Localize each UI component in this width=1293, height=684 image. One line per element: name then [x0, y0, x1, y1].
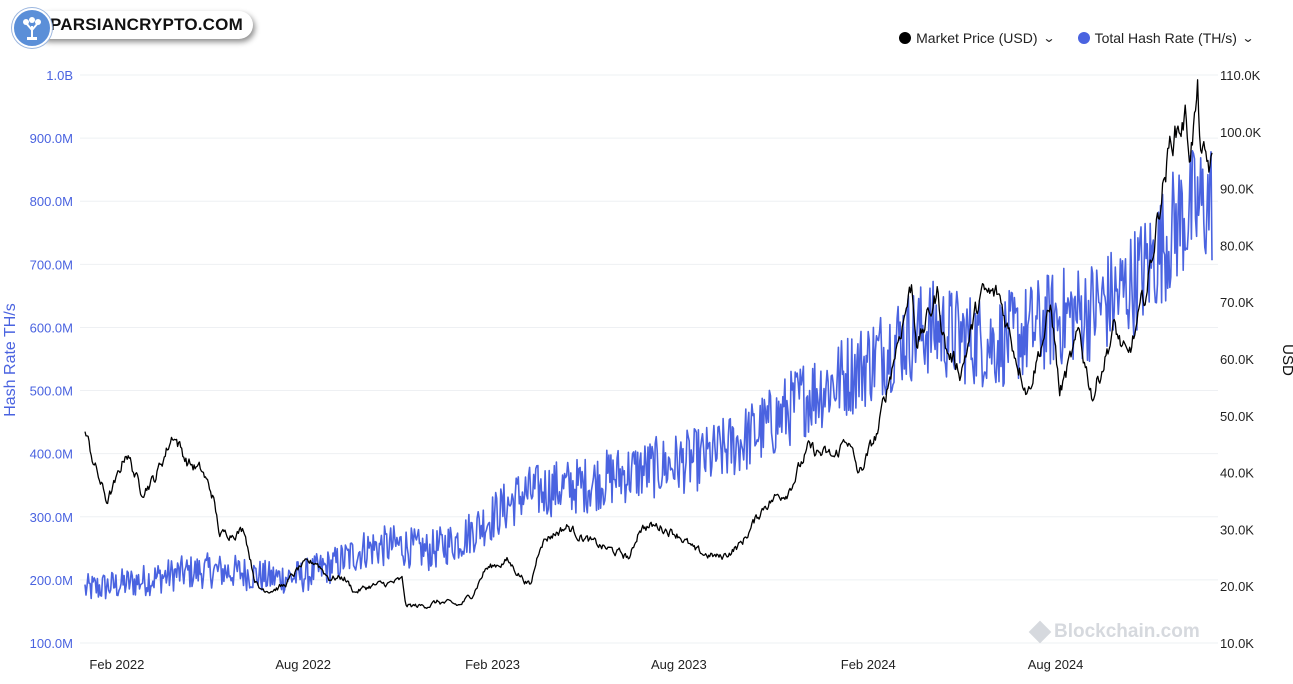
gridlines	[80, 74, 1218, 644]
x-tick-label: Feb 2022	[89, 657, 144, 672]
legend-dot-hash-rate	[1077, 32, 1090, 44]
hash-rate-line	[84, 150, 1213, 600]
hash-rate-series-path	[84, 150, 1213, 600]
right-tick-label: 30.0K	[1220, 522, 1254, 537]
x-tick-label: Aug 2022	[275, 657, 331, 672]
left-tick-label: 600.0M	[30, 320, 73, 335]
site-logo[interactable]: PARSIANCRYPTO.COM	[12, 8, 253, 48]
right-tick-label: 70.0K	[1220, 295, 1254, 310]
legend-label-hash-rate: Total Hash Rate (TH/s)	[1094, 30, 1237, 46]
left-tick-label: 300.0M	[30, 510, 73, 525]
legend-label-market-price: Market Price (USD)	[916, 30, 1038, 46]
left-tick-label: 700.0M	[30, 257, 73, 272]
right-tick-label: 100.0K	[1220, 125, 1262, 140]
left-tick-label: 800.0M	[30, 194, 73, 209]
left-tick-label: 400.0M	[30, 447, 73, 462]
right-tick-label: 80.0K	[1220, 238, 1254, 253]
watermark: Blockchain.com	[1028, 620, 1200, 644]
x-tick-label: Feb 2023	[465, 657, 520, 672]
logo-text: PARSIANCRYPTO.COM	[34, 11, 253, 39]
x-tick-label: Aug 2023	[651, 657, 707, 672]
chevron-down-icon[interactable]: ⌄	[1041, 31, 1056, 45]
market-price-series-path	[84, 79, 1213, 610]
legend: Market Price (USD) ⌄ Total Hash Rate (TH…	[899, 30, 1255, 46]
right-tick-label: 110.0K	[1220, 68, 1261, 83]
right-tick-label: 40.0K	[1220, 466, 1254, 481]
left-tick-label: 100.0M	[30, 636, 73, 651]
chevron-down-icon[interactable]: ⌄	[1241, 31, 1255, 45]
legend-item-market-price[interactable]: Market Price (USD) ⌄	[899, 30, 1056, 46]
right-tick-label: 10.0K	[1220, 636, 1254, 651]
left-tick-label: 500.0M	[30, 384, 73, 399]
left-axis-ticks: 100.0M 200.0M 300.0M 400.0M 500.0M 600.0M 700.…	[30, 68, 73, 651]
x-tick-label: Aug 2024	[1028, 657, 1084, 672]
blockchain-logo-icon	[1028, 620, 1052, 644]
x-axis-ticks: Feb 2022 Aug 2022 Feb 2023 Aug 2023 Feb 2024…	[89, 657, 1083, 672]
right-tick-label: 90.0K	[1220, 182, 1254, 197]
left-axis-label: Hash Rate TH/s	[2, 303, 19, 417]
watermark-text: Blockchain.com	[1054, 621, 1200, 642]
right-axis-ticks: 10.0K 20.0K 30.0K 40.0K 50.0K 60.0K 70.0K 80.0K…	[1220, 68, 1262, 651]
right-tick-label: 20.0K	[1220, 579, 1254, 594]
logo-tree-icon	[12, 8, 52, 48]
left-tick-label: 1.0B	[46, 68, 73, 83]
left-tick-label: 900.0M	[30, 131, 73, 146]
x-tick-label: Feb 2024	[841, 657, 896, 672]
left-tick-label: 200.0M	[30, 573, 73, 588]
legend-dot-market-price	[899, 32, 912, 44]
right-tick-label: 60.0K	[1220, 352, 1254, 367]
right-axis-label: USD	[1279, 344, 1293, 376]
right-tick-label: 50.0K	[1220, 409, 1254, 424]
market-price-line	[84, 79, 1213, 610]
legend-item-hash-rate[interactable]: Total Hash Rate (TH/s) ⌄	[1077, 30, 1255, 46]
